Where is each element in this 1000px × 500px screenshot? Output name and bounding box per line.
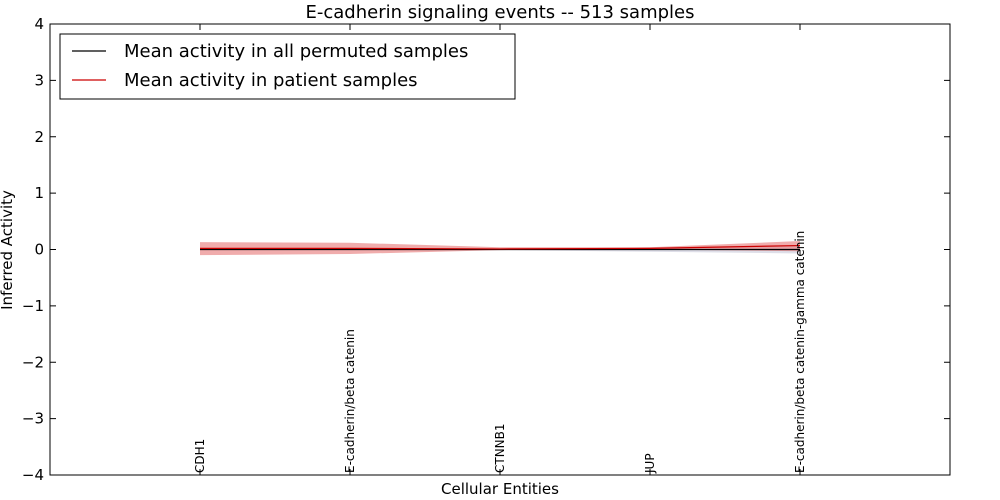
x-axis-label: Cellular Entities: [441, 480, 559, 498]
x-axis: CDH1 E-cadherin/beta catenin CTNNB1 JUP E-ca…: [193, 24, 807, 475]
line-series-1: [200, 244, 801, 250]
entity-label: E-cadherin/beta catenin-gamma catenin: [793, 231, 807, 473]
entity-label: CDH1: [193, 439, 207, 473]
y-axis: −4 −3 −2 −1 0 1 2 3 4: [22, 15, 950, 484]
y-tick-label: −2: [22, 353, 44, 371]
entity-label: JUP: [643, 453, 657, 474]
legend-label-patient: Mean activity in patient samples: [124, 70, 418, 91]
y-tick-label: 0: [34, 241, 44, 259]
series-lines: [200, 244, 801, 251]
legend-label-permuted: Mean activity in all permuted samples: [124, 41, 468, 62]
legend: Mean activity in all permuted samples Me…: [59, 33, 516, 100]
y-tick-label: 2: [34, 128, 44, 146]
y-tick-label: 1: [34, 184, 44, 202]
chart-title: E-cadherin signaling events -- 513 sampl…: [305, 2, 694, 23]
y-tick-label: −1: [22, 297, 44, 315]
y-tick-label: −3: [22, 410, 44, 428]
y-axis-label: Inferred Activity: [0, 190, 16, 310]
y-tick-label: 3: [34, 71, 44, 89]
y-tick-label: 4: [34, 15, 44, 33]
legend-box: [59, 33, 516, 100]
entity-label: CTNNB1: [493, 423, 507, 473]
band-series-1: [200, 241, 800, 256]
entity-label: E-cadherin/beta catenin: [343, 329, 357, 473]
y-tick-label: −4: [22, 466, 44, 484]
